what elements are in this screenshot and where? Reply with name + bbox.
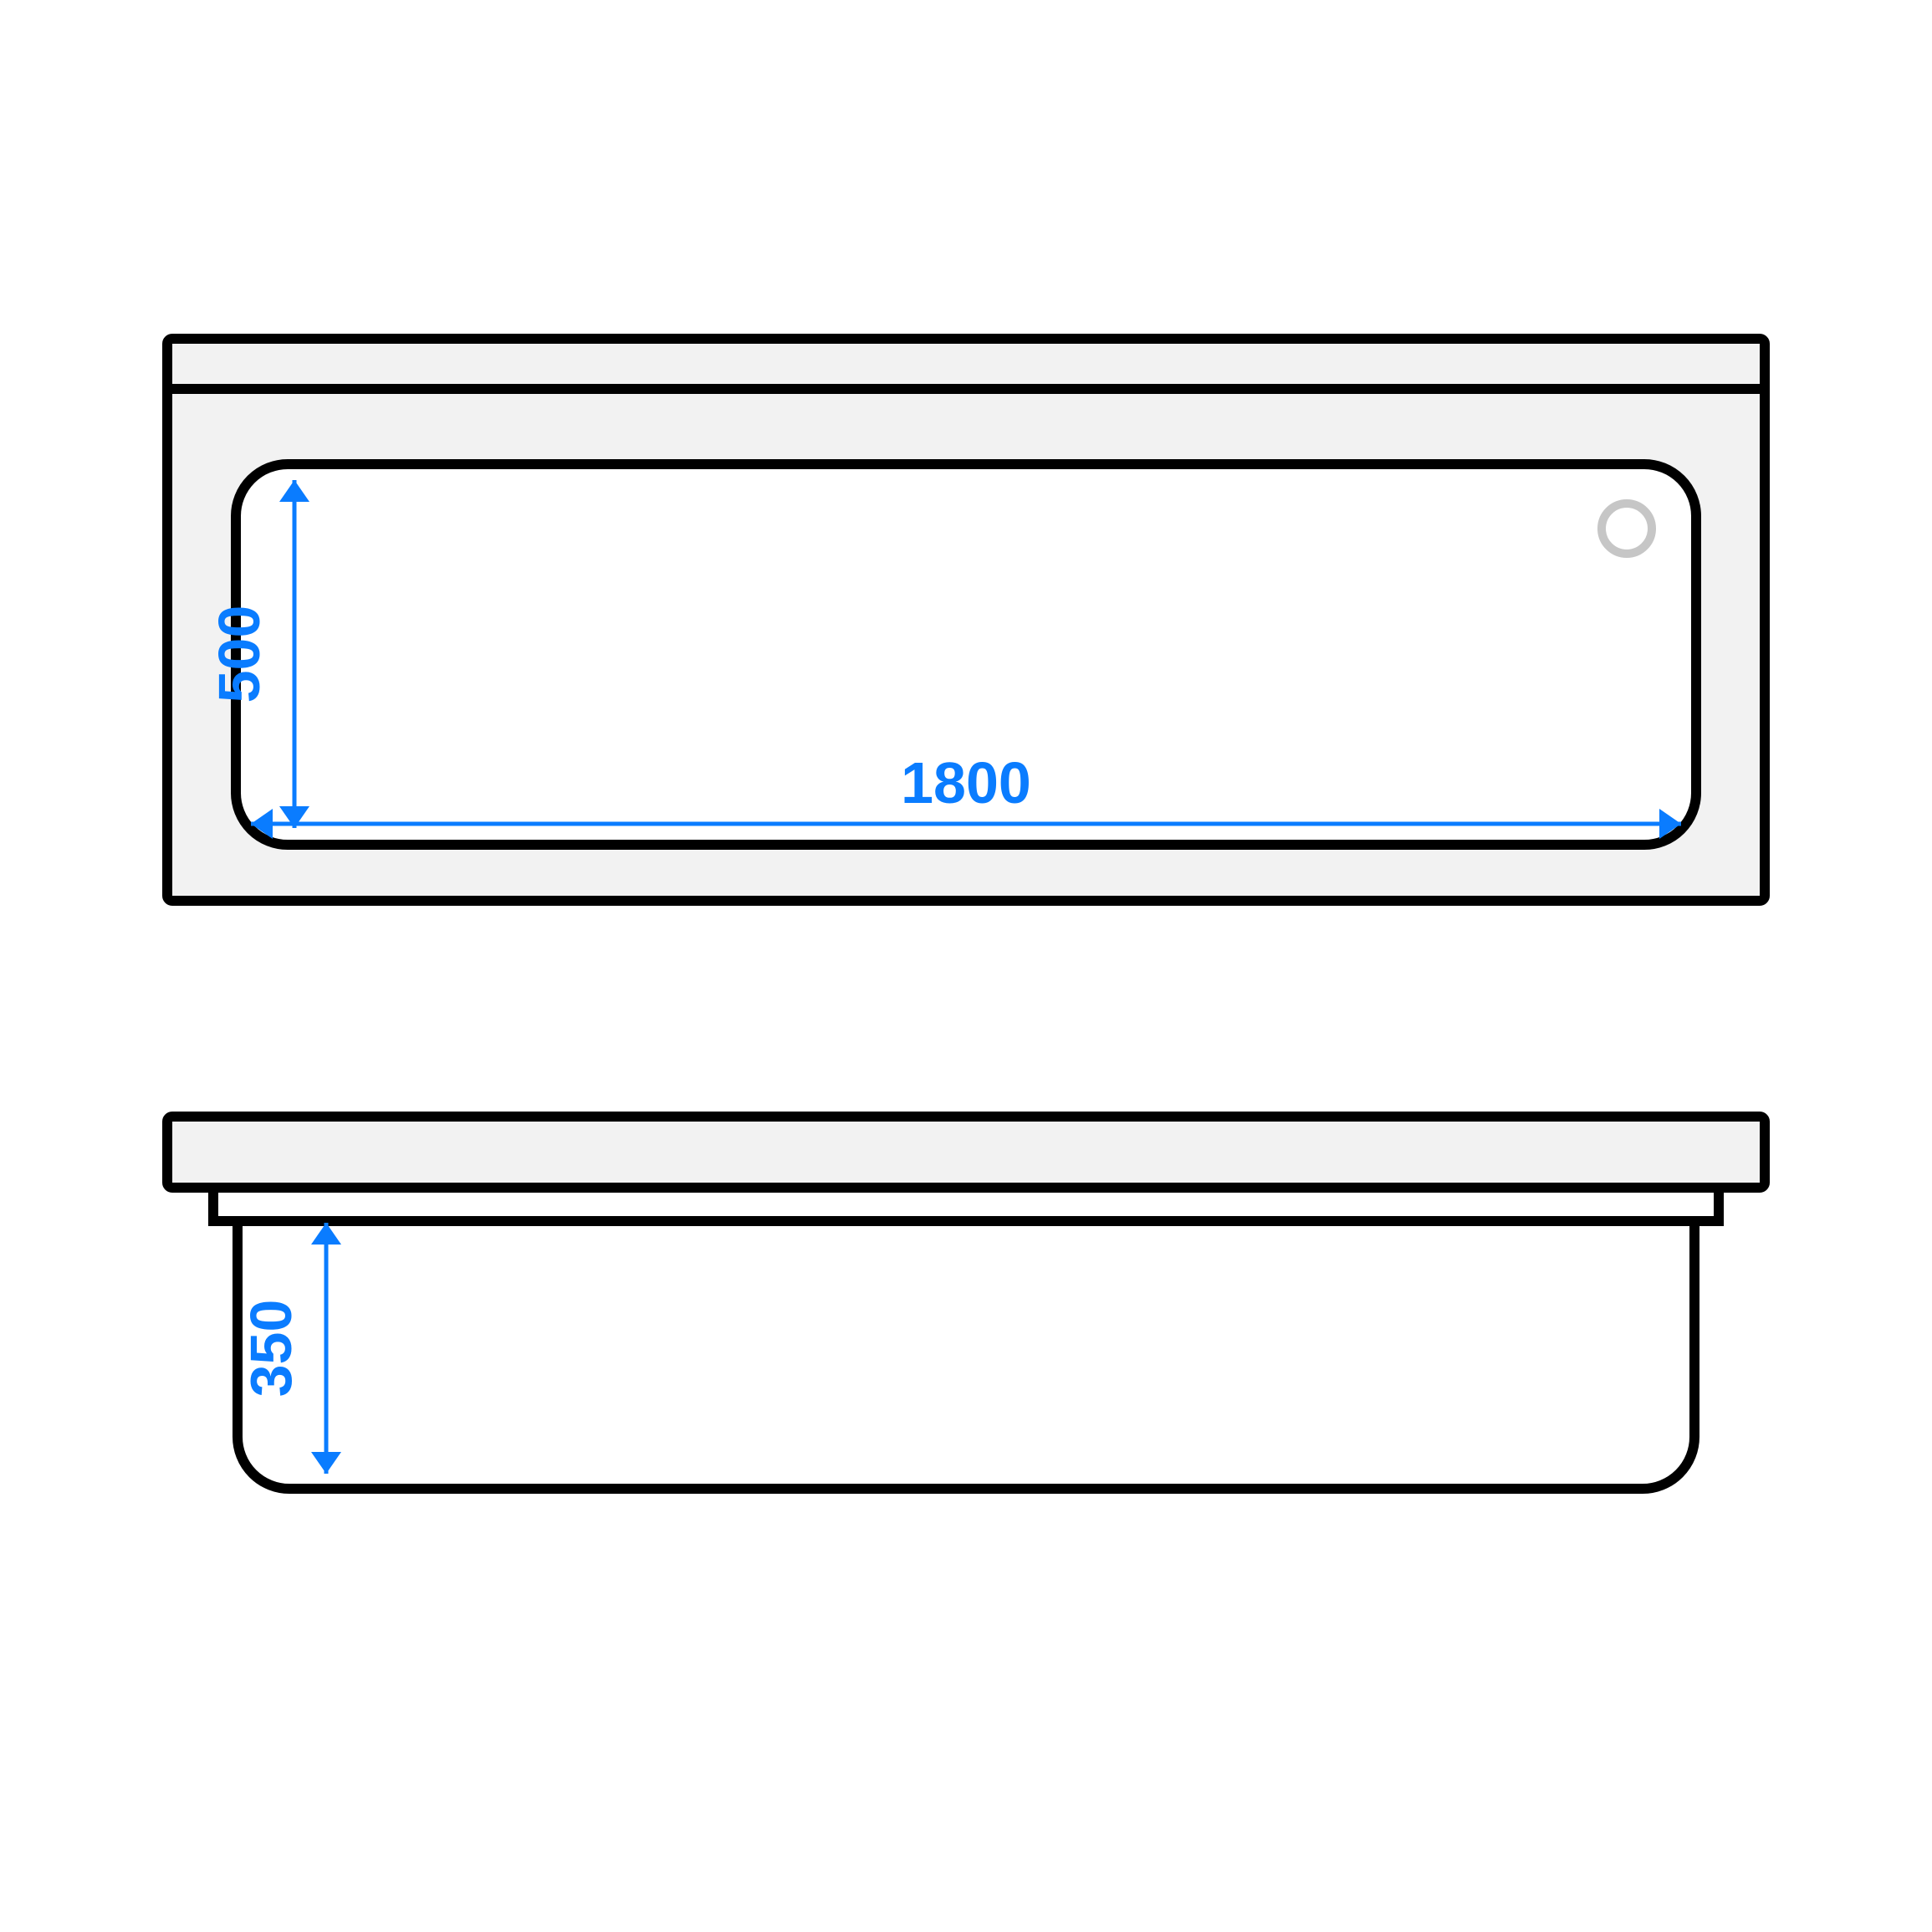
front-view-basin bbox=[238, 1188, 1694, 1489]
front-view-top-shelf bbox=[167, 1117, 1765, 1188]
front-view: 350 bbox=[167, 1117, 1765, 1489]
top-view: 1800 500 bbox=[167, 339, 1765, 901]
dimension-width-label: 1800 bbox=[901, 750, 1031, 815]
dimension-depth-label: 500 bbox=[207, 606, 272, 703]
dimension-height-label: 350 bbox=[238, 1300, 304, 1398]
